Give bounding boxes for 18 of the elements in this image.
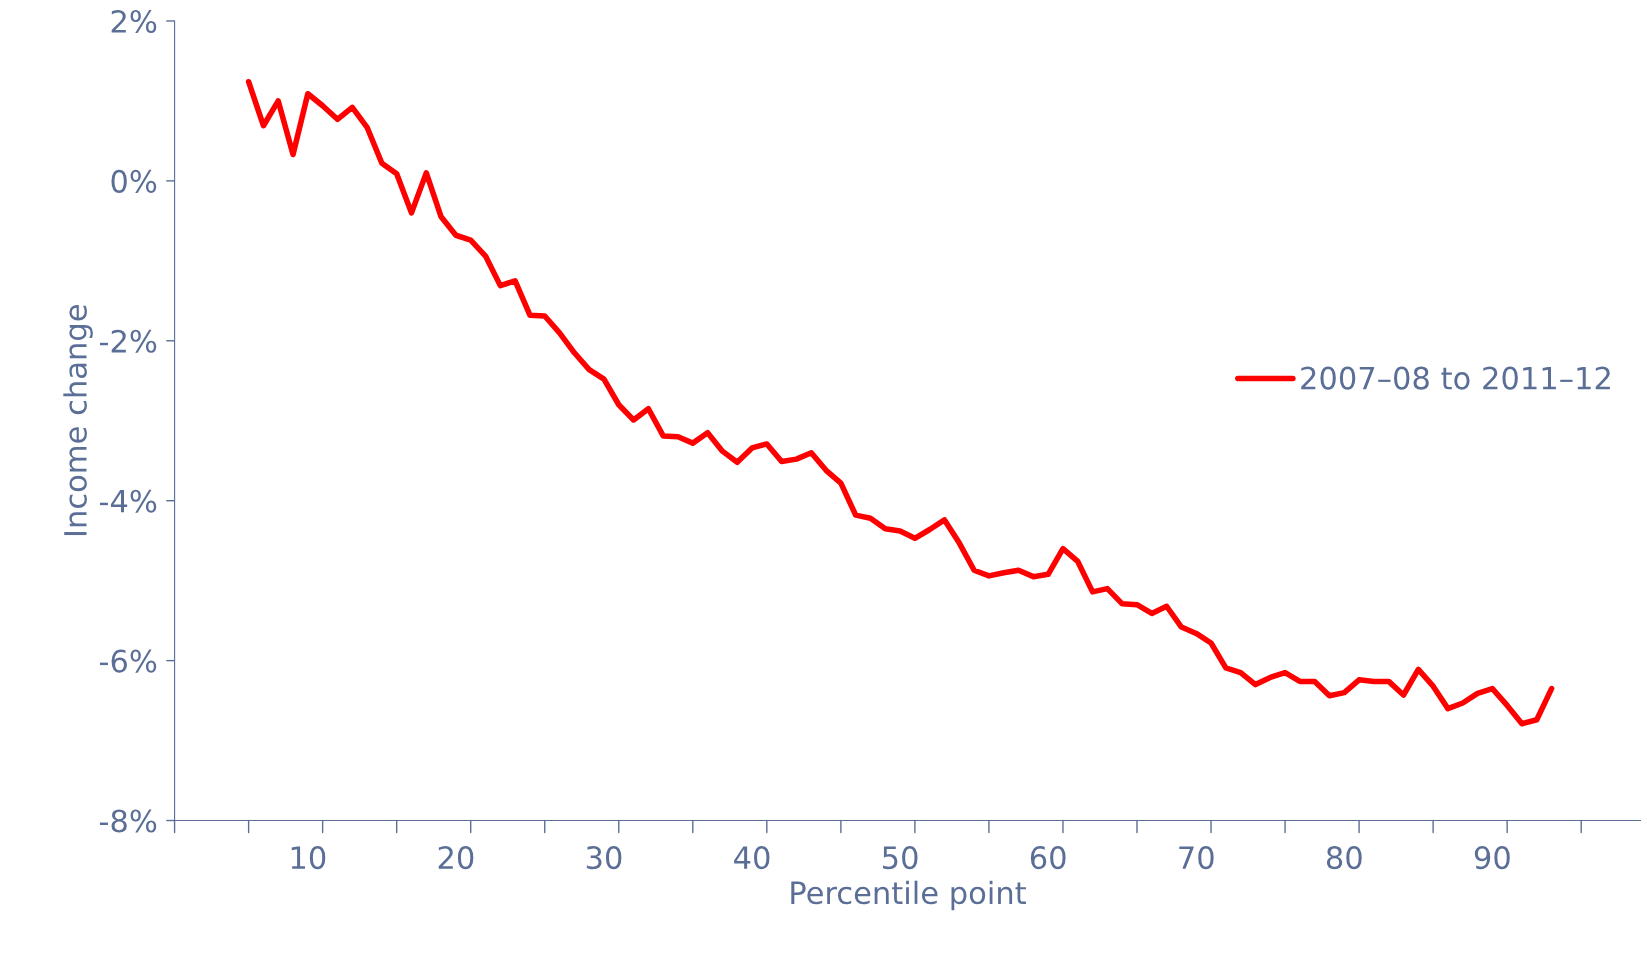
y-tick-label: -8% — [99, 809, 157, 833]
x-axis-title: Percentile point — [791, 880, 1026, 911]
x-tick-label: 70 — [1179, 846, 1214, 870]
y-tick-label: -4% — [99, 489, 157, 513]
x-tick-label: 30 — [586, 846, 622, 870]
x-tick-label: 20 — [438, 846, 474, 870]
x-tick-label: 40 — [734, 846, 770, 870]
y-tick-label: 2% — [111, 9, 157, 34]
x-tick-label: 10 — [291, 846, 326, 870]
x-tick-label: 80 — [1326, 846, 1362, 870]
y-tick-label: 0% — [111, 169, 157, 193]
legend-label: 2007–08 to 2011–12 — [1301, 366, 1610, 390]
y-tick-label: -6% — [99, 649, 157, 673]
y-tick-label: -2% — [99, 329, 157, 353]
x-tick-label: 50 — [883, 846, 918, 870]
y-axis-title: Income change — [63, 305, 93, 536]
x-tick-label: 60 — [1030, 846, 1066, 870]
x-tick-label: 90 — [1474, 846, 1510, 870]
